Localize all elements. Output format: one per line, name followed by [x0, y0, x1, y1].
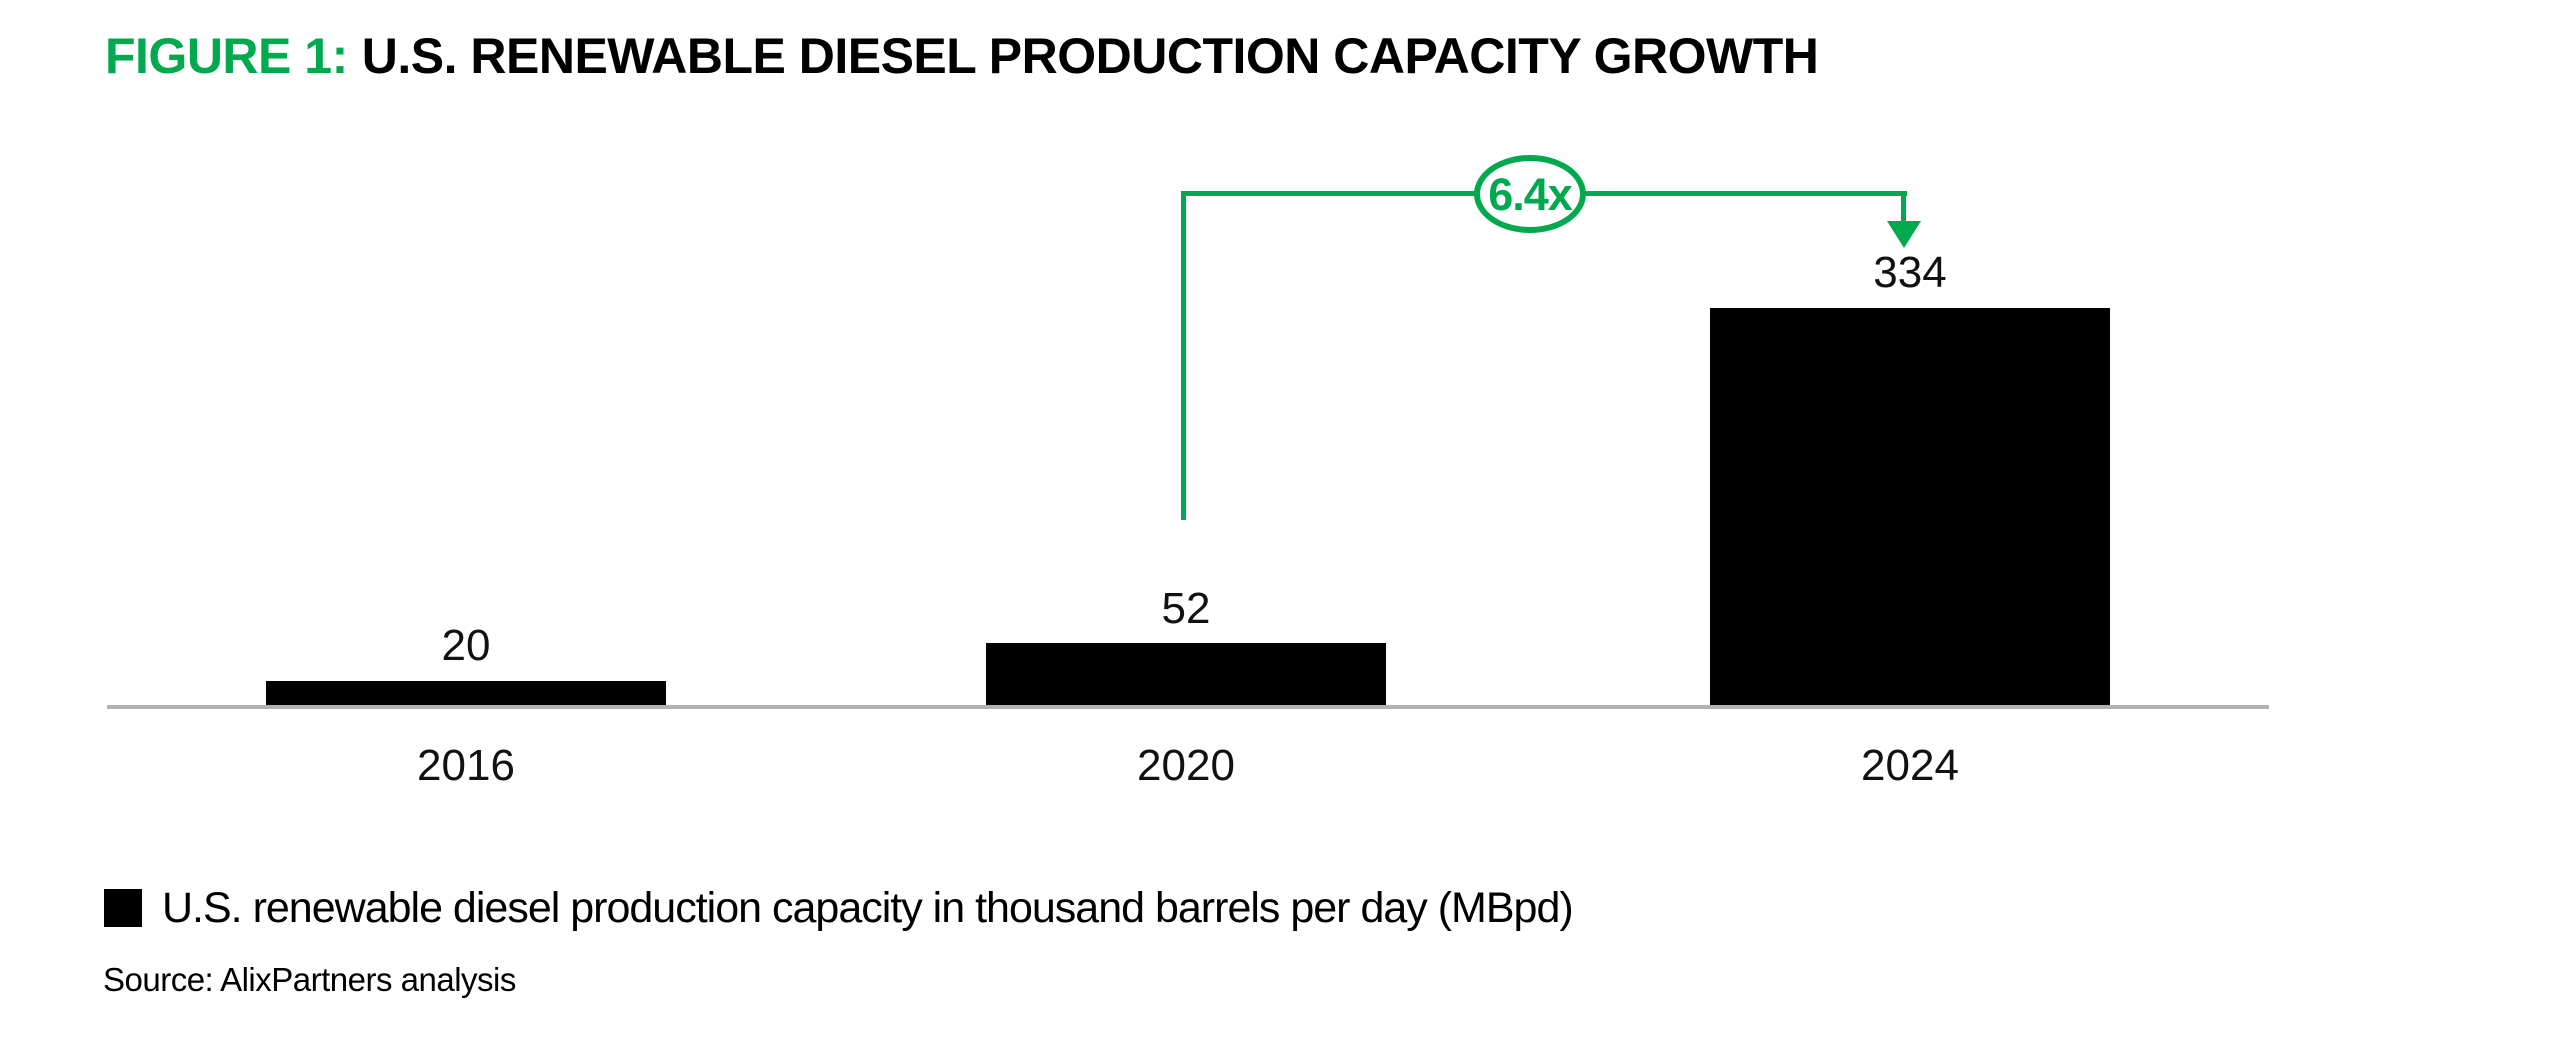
bar-2020 — [986, 643, 1386, 705]
value-label-2024: 334 — [1873, 248, 1947, 297]
legend-label: U.S. renewable diesel production capacit… — [162, 884, 1574, 932]
down-arrow-icon — [1887, 221, 1921, 248]
bar-2016 — [266, 681, 666, 705]
annotation-line-vertical — [1181, 191, 1186, 520]
x-axis-line — [107, 705, 2269, 709]
annotation-arrow-stem — [1901, 191, 1906, 222]
axis-label-2024: 2024 — [1861, 741, 1959, 790]
value-label-2020: 52 — [1161, 584, 1211, 633]
axis-label-2020: 2020 — [1137, 741, 1235, 790]
figure-title: FIGURE 1: U.S. RENEWABLE DIESEL PRODUCTIO… — [105, 26, 1819, 86]
axis-label-2016: 2016 — [417, 741, 515, 790]
bar-2024 — [1710, 308, 2110, 705]
value-label-2016: 20 — [441, 621, 491, 670]
growth-multiplier-text: 6.4x — [1488, 168, 1573, 220]
growth-multiplier-badge: 6.4x — [1474, 155, 1586, 233]
figure-title-text: U.S. RENEWABLE DIESEL PRODUCTION CAPACIT… — [361, 28, 1819, 84]
source-text: Source: AlixPartners analysis — [103, 961, 516, 998]
legend-swatch — [104, 889, 142, 927]
figure-label: FIGURE 1: — [105, 28, 348, 84]
